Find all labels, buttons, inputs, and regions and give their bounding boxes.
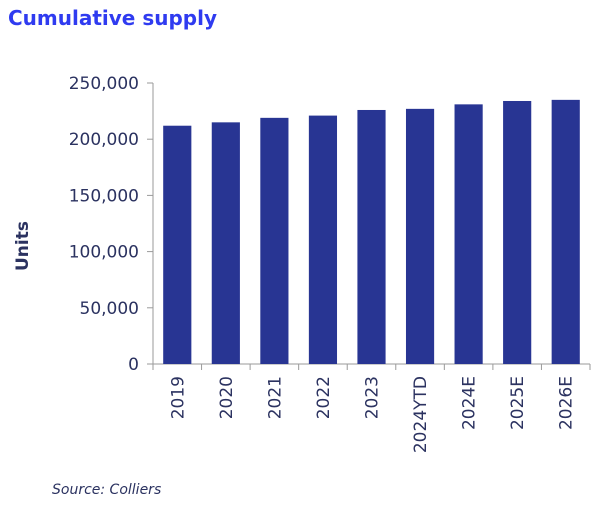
x-tick-label: 2022 bbox=[314, 376, 334, 419]
x-tick-label: 2024YTD bbox=[411, 376, 431, 453]
bar-2023 bbox=[357, 109, 386, 364]
x-tick-label: 2026E bbox=[557, 376, 577, 430]
bar-2022 bbox=[308, 115, 338, 364]
bar-2024E bbox=[454, 104, 483, 364]
x-tick-label: 2024E bbox=[460, 376, 480, 430]
x-tick-label: 2023 bbox=[363, 376, 383, 419]
bar-2026E bbox=[551, 99, 580, 365]
bar-chart: 0 50,000 100,000 150,000 200,000 250,000 2019… bbox=[13, 74, 591, 453]
y-tick-label: 200,000 bbox=[69, 130, 139, 150]
bar-2021 bbox=[260, 117, 289, 365]
y-tick-label: 0 bbox=[128, 355, 139, 375]
x-tick-label: 2025E bbox=[508, 376, 528, 430]
y-tick-label: 100,000 bbox=[69, 243, 139, 263]
bar-2024YTD bbox=[405, 108, 435, 365]
x-tick-label: 2021 bbox=[265, 376, 285, 419]
y-tick-label: 150,000 bbox=[69, 186, 139, 206]
y-axis-label: Units bbox=[13, 221, 33, 271]
y-tick-labels: 0 50,000 100,000 150,000 200,000 250,000 bbox=[69, 74, 139, 375]
bar-2025E bbox=[503, 100, 532, 364]
bar-2020 bbox=[211, 122, 240, 364]
bar-2019 bbox=[163, 125, 192, 364]
x-tick-labels: 2019 2020 2021 2022 2023 2024YTD 2024E 2025E 202… bbox=[168, 376, 576, 453]
chart-title: Cumulative supply bbox=[8, 6, 217, 30]
chart-bars bbox=[163, 99, 580, 365]
source-note: Source: Colliers bbox=[52, 482, 162, 498]
x-tick-label: 2020 bbox=[217, 376, 237, 419]
y-tick-label: 250,000 bbox=[69, 74, 139, 94]
y-tick-label: 50,000 bbox=[80, 299, 139, 319]
x-tick-label: 2019 bbox=[168, 376, 188, 419]
